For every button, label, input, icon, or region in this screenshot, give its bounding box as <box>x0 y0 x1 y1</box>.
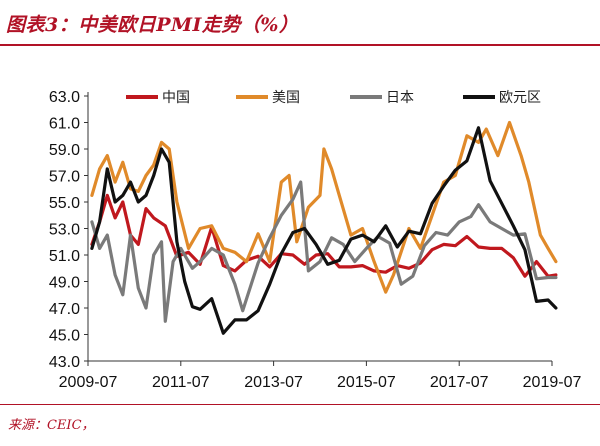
legend-label-1: 美国 <box>272 90 300 106</box>
legend: 中国 美国 日本 欧元区 <box>126 90 541 106</box>
x-tick-label: 2015-07 <box>337 374 396 391</box>
y-tick-label: 53.0 <box>49 222 80 239</box>
title-divider <box>0 44 600 46</box>
legend-label-3: 欧元区 <box>499 90 541 106</box>
legend-label-2: 日本 <box>386 90 414 106</box>
y-tick-label: 63.0 <box>49 89 80 106</box>
source-divider <box>0 404 600 405</box>
x-tick-label: 2019-07 <box>523 374 582 391</box>
y-tick-label: 59.0 <box>49 142 80 159</box>
y-tick-label: 57.0 <box>49 169 80 186</box>
series-line-3 <box>90 126 558 335</box>
y-tick-label: 61.0 <box>49 116 80 133</box>
legend-label-0: 中国 <box>162 90 190 106</box>
series-line-2 <box>90 180 558 323</box>
x-tick-label: 2009-07 <box>59 374 118 391</box>
source-note: 来源：CEIC， <box>8 418 95 433</box>
y-tick-label: 55.0 <box>49 195 80 212</box>
x-tick-label: 2013-07 <box>244 374 303 391</box>
y-tick-label: 47.0 <box>49 301 80 318</box>
series-layer <box>90 120 558 335</box>
x-tick-label: 2011-07 <box>152 374 210 391</box>
pmi-line-chart: 中国 美国 日本 欧元区 63.0 61.0 59.0 57.0 55.0 53.0 51.0 49… <box>49 89 582 391</box>
series-line-0 <box>90 193 558 278</box>
chart-title: 图表3：中美欧日PMI走势（%） <box>6 14 299 36</box>
x-tick-label: 2017-07 <box>430 374 489 391</box>
y-tick-label: 51.0 <box>49 248 80 265</box>
y-tick-label: 45.0 <box>49 328 80 345</box>
axes-layer: 63.0 61.0 59.0 57.0 55.0 53.0 51.0 49.0 47.0 45.0… <box>49 89 582 391</box>
y-tick-label: 49.0 <box>49 275 80 292</box>
y-tick-label: 43.0 <box>49 354 80 371</box>
